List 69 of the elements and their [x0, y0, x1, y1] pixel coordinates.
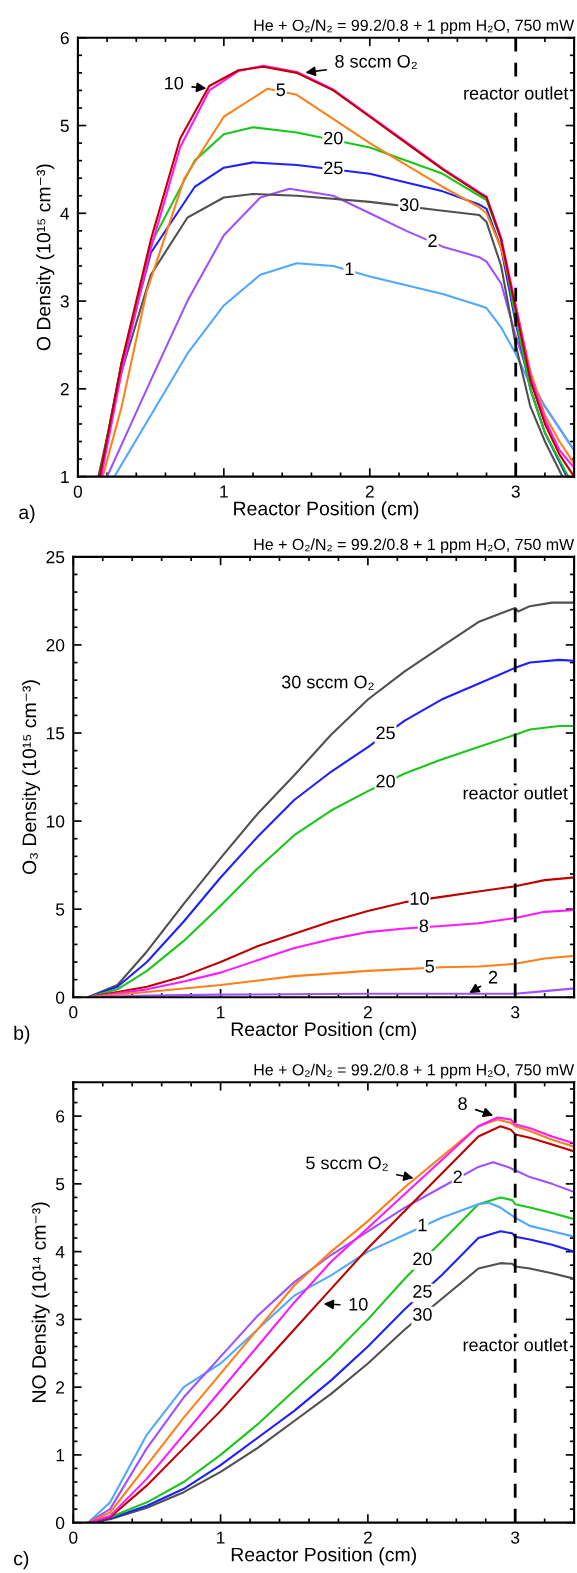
y-tick-label: 0	[55, 991, 65, 1004]
x-tick-label: 3	[511, 1531, 520, 1544]
annotation: reactor outlet	[464, 86, 569, 100]
x-tick-label: 0	[69, 1531, 78, 1544]
annotation: 20	[376, 774, 395, 788]
chart-title: He + O₂/N₂ = 99.2/0.8 + 1 ppm H₂O, 750 mW	[254, 1063, 575, 1079]
text: c)	[14, 1551, 29, 1570]
annotation: 10	[349, 1297, 368, 1311]
x-tick-label: 0	[73, 485, 83, 498]
y-tick-label: 3	[60, 295, 69, 308]
y-tick-label: 5	[55, 1178, 65, 1191]
annotation: 30	[413, 1308, 432, 1321]
y-tick-label: 1	[56, 1449, 65, 1462]
annotation: 8	[458, 1097, 467, 1110]
x-tick-label: 1	[217, 1006, 225, 1019]
x-tick-label: 2	[363, 1006, 372, 1019]
annotation: 8	[419, 919, 429, 933]
annotation: 25	[413, 1285, 432, 1298]
annotation: 10	[165, 76, 184, 90]
chart-title: He + O₂/N₂ = 99.2/0.8 + 1 ppm H₂O, 750 mW	[254, 538, 575, 554]
text: a)	[19, 504, 35, 523]
annotation: reactor outlet	[463, 1338, 568, 1352]
annotation: 10	[410, 892, 429, 905]
y-tick-label: 5	[60, 119, 69, 132]
text: b)	[14, 1025, 30, 1044]
annotation: 20	[413, 1252, 432, 1266]
annotation: 1	[418, 1218, 427, 1232]
x-tick-label: 3	[511, 485, 520, 498]
annotation: reactor outlet	[463, 786, 568, 800]
x-tick-label: 3	[511, 1006, 520, 1019]
y-axis-title: O Density (10¹⁵ cm⁻³)	[36, 164, 55, 351]
annotation: 5	[425, 960, 435, 973]
annotation: 30	[399, 198, 419, 212]
chart-title: He + O₂/N₂ = 99.2/0.8 + 1 ppm H₂O, 750 mW	[254, 19, 575, 35]
annotation: 8 sccm O₂	[335, 54, 417, 70]
y-tick-label: 15	[46, 727, 65, 740]
y-tick-label: 5	[55, 903, 65, 916]
annotation: 25	[324, 161, 343, 175]
y-tick-label: 4	[55, 1245, 65, 1258]
y-tick-label: 6	[56, 1110, 65, 1123]
y-tick-label: 2	[60, 383, 69, 396]
x-tick-label: 1	[220, 485, 228, 498]
x-tick-label: 1	[217, 1531, 225, 1544]
annotation: 2	[428, 234, 437, 247]
y-tick-label: 20	[46, 639, 65, 652]
y-tick-label: 2	[56, 1381, 65, 1394]
y-axis-title: O₃ Density (10¹⁵ cm⁻³)	[21, 680, 41, 875]
annotation: 5	[276, 83, 286, 97]
x-axis-title: Reactor Position (cm)	[231, 1021, 416, 1040]
annotation: 25	[376, 726, 395, 740]
x-tick-label: 2	[363, 1531, 372, 1544]
annotation: 20	[324, 131, 343, 145]
x-tick-label: 2	[365, 485, 374, 498]
y-tick-label: 1	[61, 470, 69, 483]
y-tick-label: 25	[46, 551, 65, 564]
annotation: 2	[453, 1170, 462, 1184]
y-axis-title: NO Density (10¹⁴ cm⁻³)	[31, 1202, 50, 1402]
annotation: 5 sccm O₂	[306, 1156, 388, 1171]
y-tick-label: 6	[60, 31, 69, 45]
x-axis-title: Reactor Position (cm)	[234, 501, 419, 520]
annotation: 1	[345, 262, 354, 276]
y-tick-label: 10	[46, 815, 65, 828]
x-tick-label: 0	[69, 1006, 78, 1019]
y-tick-label: 4	[60, 207, 70, 220]
y-tick-label: 0	[55, 1516, 65, 1530]
annotation: 2	[488, 970, 498, 984]
x-axis-title: Reactor Position (cm)	[231, 1547, 416, 1566]
y-tick-label: 3	[55, 1313, 65, 1326]
annotation: 30 sccm O₂	[281, 675, 374, 690]
